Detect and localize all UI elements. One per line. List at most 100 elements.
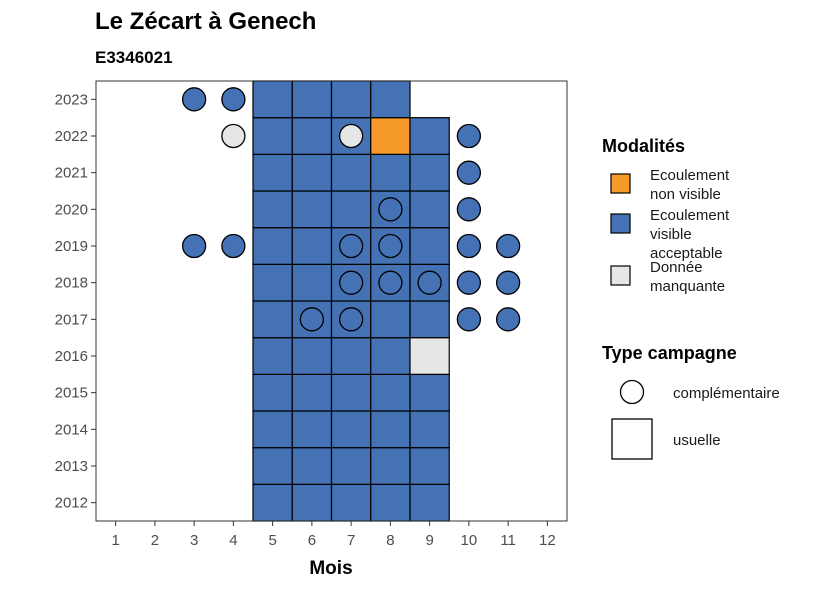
- x-tick-label: 8: [386, 532, 394, 549]
- x-axis-title: Mois: [309, 558, 352, 579]
- tile-2020-6: [291, 190, 333, 229]
- x-tick-label: 6: [308, 532, 316, 549]
- tile-2019-6: [291, 227, 333, 265]
- tile-2012-6: [291, 483, 333, 522]
- circle-2018-9: [417, 270, 442, 295]
- tile-2014-5: [252, 410, 293, 449]
- tile-2021-8: [370, 153, 411, 192]
- y-tick-label: 2023: [55, 91, 88, 108]
- legend-key-2: [610, 265, 631, 286]
- tile-2016-5: [252, 337, 293, 375]
- y-tick-label: 2012: [55, 495, 88, 512]
- x-tick-label: 3: [190, 532, 198, 549]
- circle-2017-11: [495, 307, 521, 332]
- y-tick-label: 2014: [55, 421, 88, 438]
- circle-2019-4: [221, 233, 246, 259]
- tile-2012-5: [252, 483, 293, 522]
- x-tick-label: 5: [268, 532, 276, 549]
- tile-2013-6: [291, 447, 333, 485]
- circle-2022-7: [338, 123, 364, 149]
- legend-label-0: Ecoulement: [650, 167, 730, 184]
- tile-2015-5: [252, 373, 293, 412]
- tile-2023-7: [330, 80, 372, 119]
- circle-2017-7: [338, 307, 364, 332]
- tile-2022-8: [370, 117, 411, 155]
- circle-2022-4: [221, 123, 246, 149]
- tile-2013-9: [409, 447, 450, 485]
- circle-2019-10: [456, 233, 482, 259]
- tile-2016-8: [370, 337, 411, 375]
- circle-2019-3: [181, 233, 207, 259]
- circle-2017-6: [299, 307, 325, 332]
- tile-2014-9: [409, 410, 450, 449]
- tile-2022-5: [252, 117, 293, 155]
- tile-2019-9: [409, 227, 450, 265]
- tile-2021-5: [252, 153, 293, 192]
- tile-2021-9: [409, 153, 450, 192]
- legend-circle-label: complémentaire: [673, 385, 780, 402]
- circle-2019-7: [338, 233, 364, 259]
- x-tick-label: 1: [111, 532, 119, 549]
- tile-2014-7: [330, 410, 372, 449]
- tile-2013-7: [330, 447, 372, 485]
- tile-2023-5: [252, 80, 293, 119]
- legend-type-title: Type campagne: [602, 343, 737, 363]
- x-tick-label: 10: [461, 532, 478, 549]
- tile-2016-9: [409, 337, 450, 375]
- tile-2017-5: [252, 300, 293, 339]
- circle-2023-3: [181, 87, 207, 112]
- tile-2014-6: [291, 410, 333, 449]
- chart-title: Le Zécart à Genech: [95, 8, 316, 35]
- tile-2014-8: [370, 410, 411, 449]
- circle-2019-11: [495, 233, 521, 259]
- x-tick-label: 12: [539, 532, 556, 549]
- circle-2018-11: [495, 270, 521, 295]
- legend-label-0: non visible: [650, 186, 721, 203]
- tile-2017-8: [370, 300, 411, 339]
- x-tick-label: 7: [347, 532, 355, 549]
- circle-2023-4: [221, 87, 246, 112]
- tile-2018-9: [409, 263, 450, 302]
- tile-2015-7: [330, 373, 372, 412]
- tile-2013-8: [370, 447, 411, 485]
- tile-2022-6: [291, 117, 333, 155]
- legend-key-1: [610, 213, 631, 234]
- tile-2018-6: [291, 263, 333, 302]
- y-tick-label: 2017: [55, 311, 88, 328]
- tile-2020-5: [252, 190, 293, 229]
- y-tick-label: 2016: [55, 348, 88, 365]
- tile-2020-7: [330, 190, 372, 229]
- y-tick-label: 2021: [55, 165, 88, 182]
- legend-modalites: Modalités Ecoulement non visible Ecoulemen…: [602, 136, 730, 295]
- x-tick-label: 9: [425, 532, 433, 549]
- circles-layer: [181, 87, 521, 332]
- legend-label-1: visible: [650, 226, 692, 243]
- plot-border: [95, 80, 568, 522]
- tile-2015-8: [370, 373, 411, 412]
- tile-2023-6: [291, 80, 333, 119]
- tile-2020-9: [409, 190, 450, 229]
- tile-2022-9: [409, 117, 450, 155]
- tile-2015-9: [409, 373, 450, 412]
- circle-2017-10: [456, 307, 482, 332]
- x-axis: 1 2 3 4 5 6 7 8 9 10 11 12: [111, 521, 556, 549]
- legend-label-1: Ecoulement: [650, 207, 730, 224]
- tile-2012-9: [409, 483, 450, 522]
- y-tick-label: 2013: [55, 458, 88, 475]
- tile-2012-8: [370, 483, 411, 522]
- chart-subtitle: E3346021: [95, 48, 173, 67]
- y-tick-label: 2020: [55, 201, 88, 218]
- legend-modalites-title: Modalités: [602, 136, 685, 156]
- tile-2012-7: [330, 483, 372, 522]
- legend-square-key: [611, 418, 653, 460]
- y-tick-label: 2022: [55, 128, 88, 145]
- circle-2020-10: [456, 197, 482, 222]
- circle-2018-10: [456, 270, 482, 295]
- legend-label-2: Donnée: [650, 259, 703, 276]
- tile-2021-6: [291, 153, 333, 192]
- tile-2015-6: [291, 373, 333, 412]
- legend-key-0: [610, 173, 631, 194]
- tile-2019-5: [252, 227, 293, 265]
- tile-2016-7: [330, 337, 372, 375]
